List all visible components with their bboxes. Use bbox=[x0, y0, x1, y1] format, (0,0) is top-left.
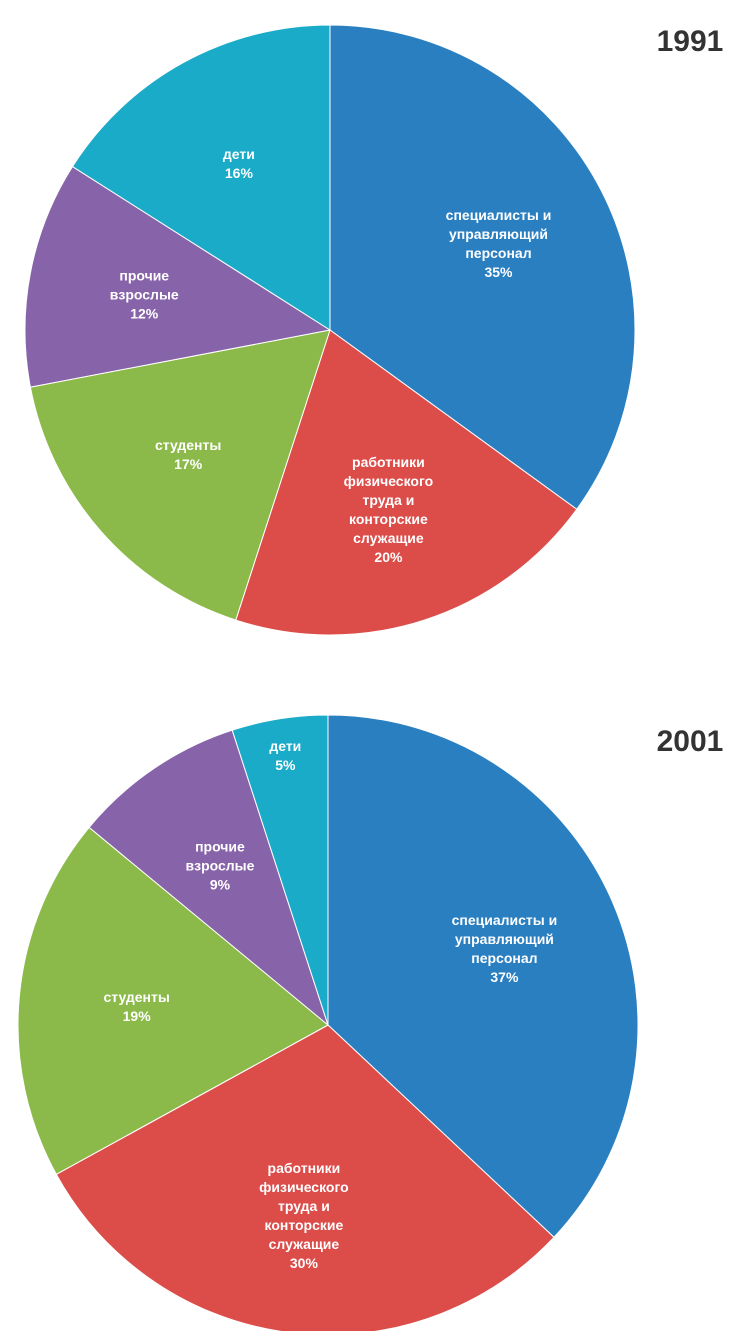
category-label: прочие взрослые bbox=[109, 267, 179, 303]
category-label: специалисты и управляющий персонал bbox=[451, 911, 558, 966]
value-label: 19% bbox=[122, 1007, 151, 1024]
category-label: дети bbox=[269, 737, 302, 754]
slice-label: прочие взрослые 12% bbox=[88, 266, 200, 323]
value-label: 20% bbox=[374, 548, 403, 565]
value-label: 9% bbox=[209, 876, 231, 893]
pie-slice bbox=[329, 24, 636, 510]
slice-label: работники физического труда и конторские… bbox=[248, 1159, 360, 1273]
pie-slice bbox=[231, 714, 329, 1026]
value-label: 12% bbox=[130, 305, 159, 322]
slice-label: дети 5% bbox=[229, 737, 341, 775]
value-label: 17% bbox=[174, 456, 203, 473]
pie-slice bbox=[235, 329, 578, 636]
pie-slice bbox=[24, 165, 332, 388]
category-label: студенты bbox=[103, 988, 170, 1005]
slice-label: студенты 19% bbox=[81, 988, 193, 1026]
category-label: дети bbox=[222, 146, 255, 163]
category-label: работники физического труда и конторские… bbox=[343, 453, 434, 546]
slice-label: специалисты и управляющий персонал 35% bbox=[442, 206, 554, 282]
value-label: 37% bbox=[490, 968, 519, 985]
pie-slice bbox=[17, 826, 329, 1176]
pie-slice bbox=[55, 1024, 555, 1331]
pie-slice bbox=[29, 329, 331, 621]
pie-slice bbox=[88, 729, 330, 1027]
slice-label: прочие взрослые 9% bbox=[164, 838, 276, 895]
category-label: прочие взрослые bbox=[185, 838, 255, 874]
category-label: специалисты и управляющий персонал bbox=[445, 207, 552, 262]
value-label: 16% bbox=[224, 165, 253, 182]
pie-slice bbox=[327, 714, 639, 1238]
value-label: 5% bbox=[275, 756, 296, 773]
slice-label: специалисты и управляющий персонал 37% bbox=[448, 911, 560, 987]
slice-label: работники физического труда и конторские… bbox=[332, 453, 444, 567]
value-label: 30% bbox=[289, 1254, 318, 1271]
slice-label: студенты 17% bbox=[132, 436, 244, 474]
pie-slice bbox=[71, 24, 331, 331]
category-label: студенты bbox=[154, 437, 222, 454]
category-label: работники физического труда и конторские… bbox=[259, 1159, 349, 1252]
chart-title: 2001 bbox=[656, 725, 724, 758]
slice-label: дети 16% bbox=[183, 145, 295, 183]
chart-title: 1991 bbox=[656, 25, 724, 58]
value-label: 35% bbox=[484, 264, 513, 281]
